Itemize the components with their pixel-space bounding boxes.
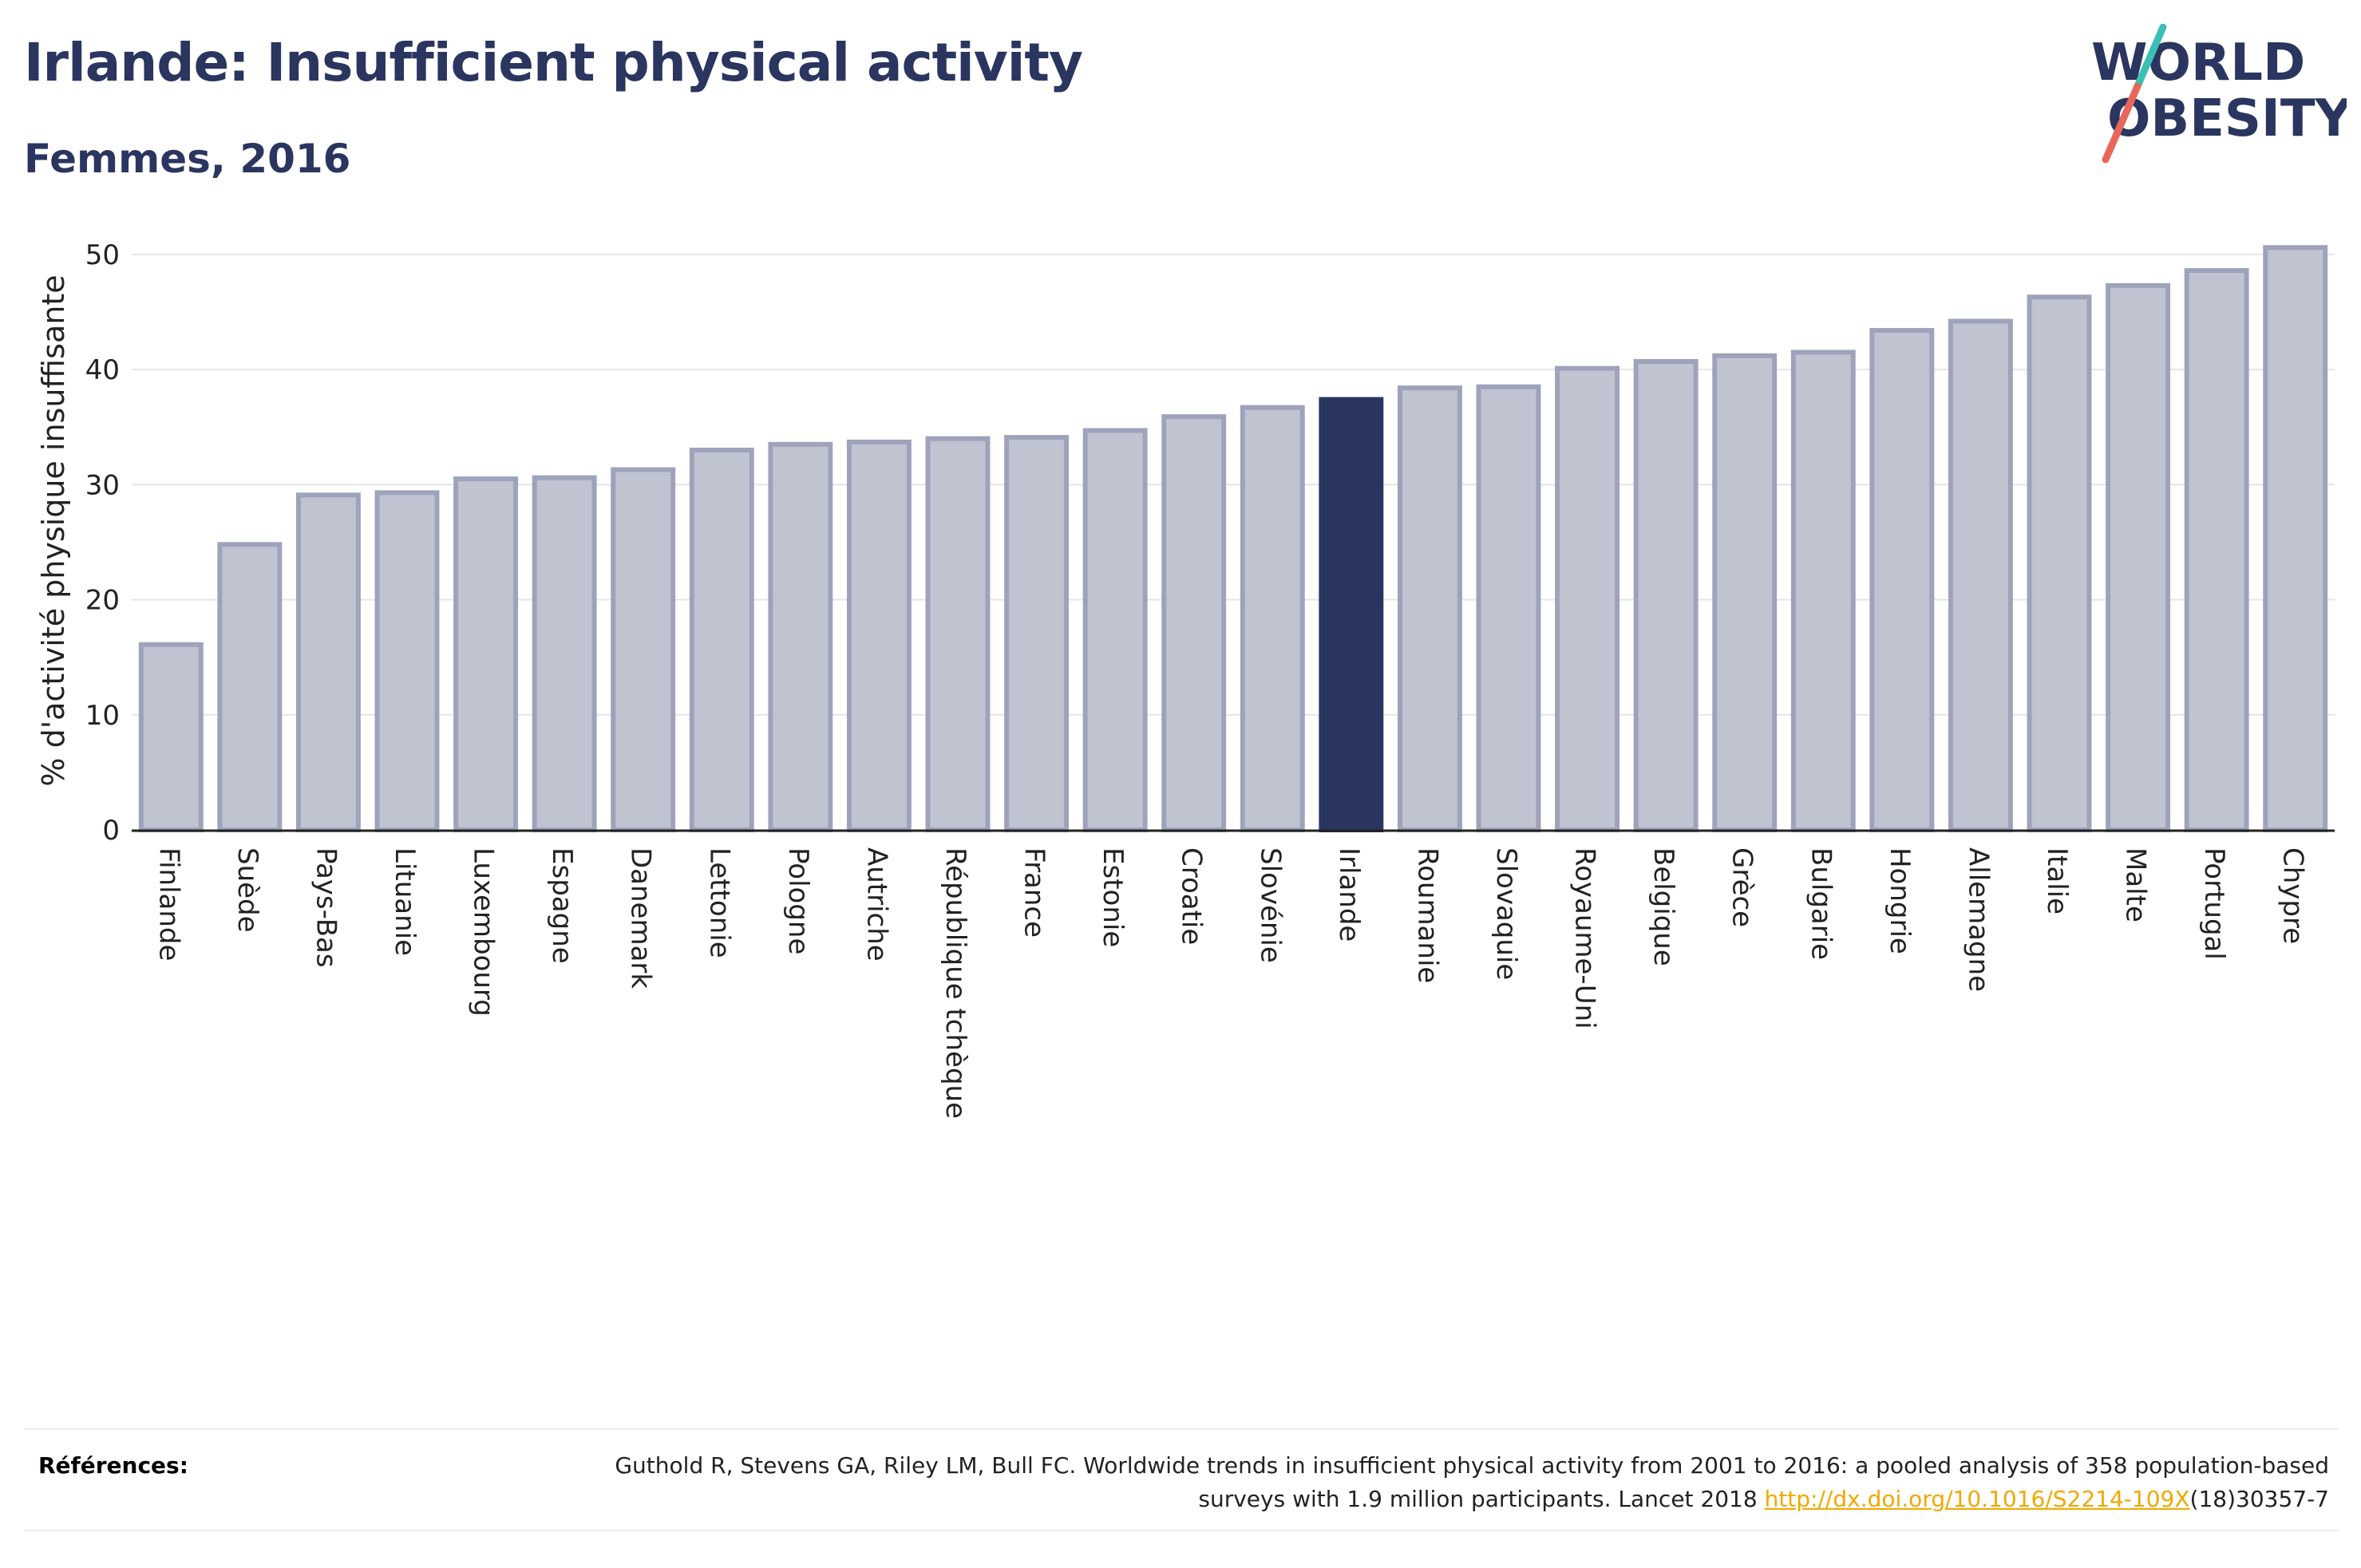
references-text: Guthold R, Stevens GA, Riley LM, Bull FC… xyxy=(533,1449,2329,1516)
world-obesity-logo: WORLD OBESITY xyxy=(2091,24,2347,164)
x-tick-label: Pays-Bas xyxy=(310,847,342,968)
x-tick-label: Hongrie xyxy=(1884,847,1916,954)
x-tick-label: Malte xyxy=(2120,847,2152,922)
x-tick-label: Danemark xyxy=(625,847,657,989)
x-tick-label: Roumanie xyxy=(1411,847,1443,983)
x-tick-label: Belgique xyxy=(1647,847,1679,966)
bar-allemagne xyxy=(1948,318,2013,832)
bar-bulgarie xyxy=(1790,350,1856,832)
bar-pologne xyxy=(768,441,833,832)
bar-lituanie xyxy=(374,490,440,833)
bar-danemark xyxy=(611,467,676,832)
x-tick-label: Grèce xyxy=(1726,847,1758,927)
bar-république-tchèque xyxy=(925,436,991,832)
bars xyxy=(138,245,2328,833)
logo-text-world: WORLD xyxy=(2091,34,2305,93)
references-panel: Références: Guthold R, Stevens GA, Riley… xyxy=(24,1428,2339,1531)
reference-citation-suffix: (18)30357-7 xyxy=(2189,1486,2329,1512)
x-tick-label: Lituanie xyxy=(389,847,421,956)
bar-finlande xyxy=(138,642,204,832)
bar-chypre xyxy=(2263,245,2328,832)
y-tick-label: 20 xyxy=(85,585,120,617)
references-label: Références: xyxy=(38,1452,188,1479)
x-tick-label: Royaume-Uni xyxy=(1569,847,1601,1029)
bar-croatie xyxy=(1161,414,1227,832)
x-tick-label: Slovénie xyxy=(1254,847,1286,963)
y-tick-label: 50 xyxy=(85,239,120,271)
bar-chart: 0 10 20 30 40 50 Finlande Suède Pays-Bas Lituani… xyxy=(36,239,2335,1119)
logo-text-obesity: OBESITY xyxy=(2107,89,2347,148)
x-tick-label: Pologne xyxy=(782,847,814,954)
bar-lettonie xyxy=(689,448,754,832)
x-tick-labels: Finlande Suède Pays-Bas Lituanie Luxembourg E… xyxy=(152,847,2308,1119)
x-tick-label: Croatie xyxy=(1176,847,1208,945)
x-tick-label: Espagne xyxy=(546,847,578,964)
x-tick-label: Luxembourg xyxy=(468,847,500,1017)
x-tick-label: Bulgarie xyxy=(1805,847,1837,960)
bar-slovaquie xyxy=(1476,384,1541,832)
x-tick-label: Estonie xyxy=(1097,847,1129,947)
x-tick-label: Portugal xyxy=(2198,847,2230,960)
bar-autriche xyxy=(846,439,912,832)
x-tick-label: Suède xyxy=(231,847,263,933)
reference-citation: Guthold R, Stevens GA, Riley LM, Bull FC… xyxy=(615,1452,2329,1512)
x-tick-label: Lettonie xyxy=(703,847,735,958)
bar-luxembourg xyxy=(453,476,519,832)
y-axis-label: % d'activité physique insuffisante xyxy=(36,274,71,786)
y-tick-label: 40 xyxy=(85,354,120,386)
logo-slash-bottom xyxy=(2102,82,2142,164)
bar-italie xyxy=(2027,294,2092,832)
x-tick-label: Chypre xyxy=(2277,847,2309,944)
bar-pays-bas xyxy=(295,492,361,832)
bar-roumanie xyxy=(1397,385,1462,832)
x-tick-label: Autriche xyxy=(860,847,892,962)
bar-suède xyxy=(217,542,283,832)
bar-grèce xyxy=(1712,353,1778,832)
x-tick-label: Italie xyxy=(2041,847,2073,914)
x-tick-label: République tchèque xyxy=(939,847,971,1119)
bar-france xyxy=(1004,435,1070,833)
bar-slovénie xyxy=(1240,405,1305,832)
bar-hongrie xyxy=(1869,328,1935,832)
bar-portugal xyxy=(2184,268,2249,832)
bar-royaume-uni xyxy=(1555,365,1620,832)
bar-belgique xyxy=(1633,358,1699,832)
x-tick-label: France xyxy=(1018,847,1050,938)
x-tick-label: Allemagne xyxy=(1962,847,1994,992)
bar-irlande xyxy=(1319,397,1384,833)
chart-subtitle: Femmes, 2016 xyxy=(24,136,351,182)
x-tick-label: Irlande xyxy=(1333,847,1365,942)
y-tick-label: 10 xyxy=(85,700,120,732)
bar-malte xyxy=(2106,282,2171,832)
bar-espagne xyxy=(532,475,597,833)
x-tick-label: Finlande xyxy=(152,847,184,961)
bar-estonie xyxy=(1082,428,1148,832)
y-tick-labels: 0 10 20 30 40 50 xyxy=(85,239,120,847)
x-tick-label: Slovaquie xyxy=(1490,847,1522,980)
y-tick-label: 0 xyxy=(102,815,120,847)
reference-doi-link[interactable]: http://dx.doi.org/10.1016/S2214-109X xyxy=(1764,1486,2190,1512)
logo-slash-top xyxy=(2134,24,2167,90)
y-tick-label: 30 xyxy=(85,469,120,501)
chart-title: Irlande: Insufficient physical activity xyxy=(24,32,1083,93)
